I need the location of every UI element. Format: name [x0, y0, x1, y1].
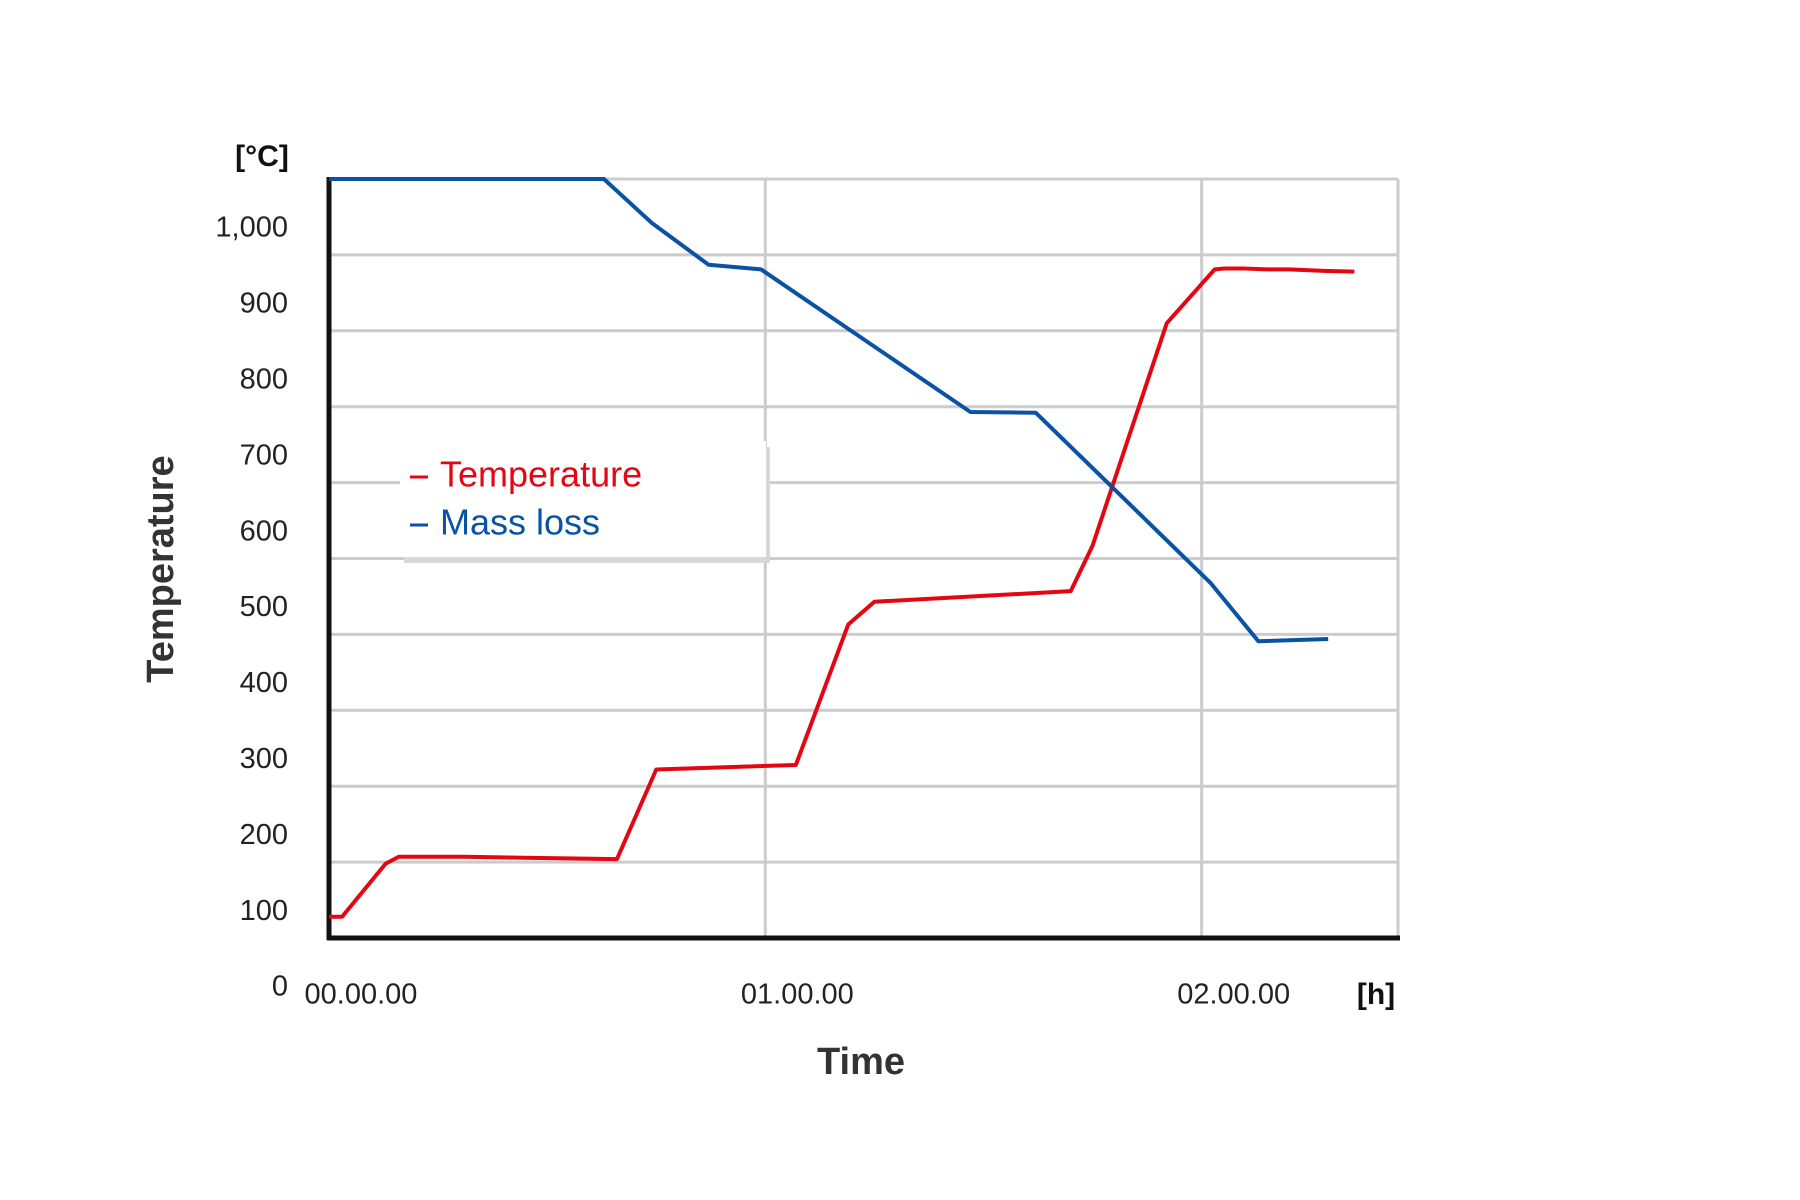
y-tick-label: 600: [240, 515, 288, 547]
x-tick-label: 01.00.00: [741, 979, 854, 1011]
y-tick-label: 0: [272, 971, 288, 1003]
y-axis-unit: [°C]: [235, 140, 289, 173]
y-tick-label: 400: [240, 667, 288, 699]
x-tick-label: 02.00.00: [1177, 979, 1290, 1011]
x-tick-label: 00.00.00: [305, 979, 418, 1011]
y-axis-title: Temperature: [140, 455, 182, 682]
y-tick-label: 500: [240, 591, 288, 623]
y-tick-label: 1,000: [215, 212, 288, 244]
y-tick-label: 300: [240, 743, 288, 775]
legend-label: Mass loss: [440, 502, 600, 543]
y-tick-label: 200: [240, 819, 288, 851]
legend-label: Temperature: [440, 454, 642, 495]
series-line: [329, 266, 1355, 919]
y-tick-label: 900: [240, 288, 288, 320]
y-tick-label: 700: [240, 439, 288, 471]
x-axis-unit: [h]: [1357, 978, 1395, 1011]
legend-box: [400, 441, 766, 557]
y-tick-label: 800: [240, 363, 288, 395]
x-axis-title: Time: [817, 1041, 905, 1083]
series-line: [329, 177, 1329, 644]
y-tick-label: 100: [240, 895, 288, 927]
